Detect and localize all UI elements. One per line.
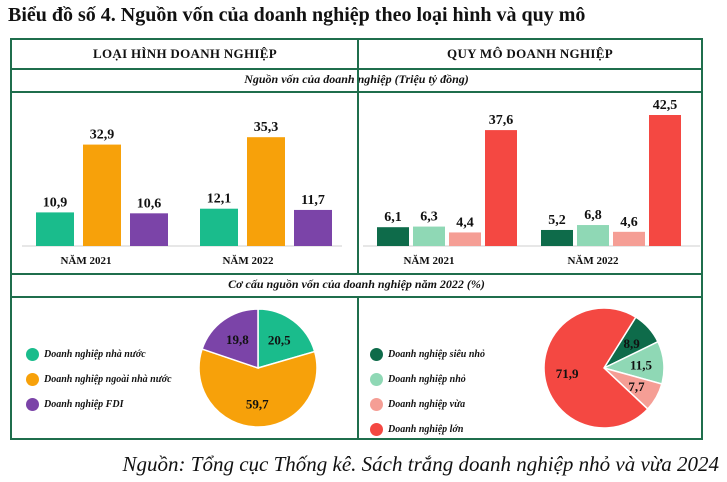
legend-swatch [26, 398, 39, 411]
divider [12, 273, 701, 275]
data-label: 35,3 [254, 120, 279, 135]
legend-label: Doanh nghiệp siêu nhỏ [388, 349, 485, 360]
x-tick-label: NĂM 2021 [403, 255, 454, 267]
slice-label: 19,8 [226, 332, 249, 347]
divider [357, 92, 359, 274]
bar [613, 231, 645, 246]
legend-item: Doanh nghiệp lớn [370, 417, 485, 442]
slice-label: 7,7 [628, 379, 645, 394]
bar [541, 229, 573, 246]
x-tick-label: NĂM 2022 [567, 255, 619, 267]
pie-slice [543, 307, 649, 429]
bar [36, 212, 74, 246]
data-label: 37,6 [489, 113, 514, 128]
divider [357, 296, 359, 440]
bar [200, 208, 238, 246]
legend-item: Doanh nghiệp nhỏ [370, 367, 485, 392]
legend-label: Doanh nghiệp nhà nước [44, 349, 146, 360]
bar [485, 130, 517, 246]
legend-size: Doanh nghiệp siêu nhỏ Doanh nghiệp nhỏ Doa… [370, 342, 485, 442]
pie-slice [257, 308, 316, 369]
data-label: 4,4 [456, 215, 474, 230]
data-label: 6,1 [384, 210, 402, 225]
legend-type: Doanh nghiệp nhà nước Doanh nghiệp ngoài … [26, 342, 172, 417]
data-label: 10,9 [43, 195, 68, 210]
legend-swatch [370, 398, 383, 411]
source-note: Nguồn: Tổng cục Thống kê. Sách trắng doa… [122, 452, 719, 476]
bar [294, 209, 332, 246]
chart-frame: LOẠI HÌNH DOANH NGHIỆP QUY MÔ DOANH NGHI… [10, 38, 703, 440]
legend-swatch [26, 348, 39, 361]
data-label: 6,8 [584, 208, 602, 223]
chart-title: Biểu đồ số 4. Nguồn vốn của doanh nghiệp… [8, 4, 586, 26]
pie-slice [201, 308, 259, 370]
pie-slice [198, 348, 318, 428]
legend-label: Doanh nghiệp FDI [44, 399, 124, 410]
divider [12, 91, 701, 93]
legend-item: Doanh nghiệp siêu nhỏ [370, 342, 485, 367]
bar [449, 232, 481, 246]
data-label: 4,6 [620, 215, 638, 230]
legend-swatch [370, 373, 383, 386]
bar [83, 144, 121, 246]
slice-label: 8,9 [624, 336, 641, 351]
data-label: 11,7 [301, 193, 325, 208]
bar [413, 226, 445, 246]
legend-label: Doanh nghiệp lớn [388, 424, 464, 435]
x-tick-label: NĂM 2022 [222, 255, 274, 267]
bar [130, 213, 168, 246]
bar-subtitle: Nguồn vốn của doanh nghiệp (Triệu tỷ đồn… [244, 72, 469, 86]
slice-label: 59,7 [246, 396, 269, 411]
legend-swatch [370, 423, 383, 436]
data-label: 12,1 [207, 192, 232, 207]
right-panel-header: QUY MÔ DOANH NGHIỆP [447, 46, 613, 61]
bar [649, 115, 681, 246]
bar [377, 227, 409, 246]
bar [247, 137, 285, 246]
legend-swatch [26, 373, 39, 386]
bar [577, 225, 609, 246]
data-label: 6,3 [420, 210, 438, 225]
divider [357, 40, 359, 92]
legend-item: Doanh nghiệp vừa [370, 392, 485, 417]
legend-item: Doanh nghiệp FDI [26, 392, 172, 417]
data-label: 32,9 [90, 128, 115, 143]
slice-label: 11,5 [630, 358, 653, 373]
divider [12, 296, 701, 298]
left-panel-header: LOẠI HÌNH DOANH NGHIỆP [93, 46, 277, 61]
divider [12, 68, 701, 70]
legend-swatch [370, 348, 383, 361]
data-label: 5,2 [548, 213, 566, 228]
slice-label: 71,9 [556, 366, 579, 381]
legend-label: Doanh nghiệp nhỏ [388, 374, 466, 385]
pie-subtitle: Cơ cấu nguồn vốn của doanh nghiệp năm 20… [228, 277, 485, 291]
legend-label: Doanh nghiệp vừa [388, 399, 466, 410]
data-label: 10,6 [137, 196, 162, 211]
slice-label: 20,5 [268, 333, 291, 348]
legend-item: Doanh nghiệp nhà nước [26, 342, 172, 367]
legend-label: Doanh nghiệp ngoài nhà nước [44, 374, 172, 385]
data-label: 42,5 [653, 98, 678, 113]
x-tick-label: NĂM 2021 [60, 255, 111, 267]
legend-item: Doanh nghiệp ngoài nhà nước [26, 367, 172, 392]
